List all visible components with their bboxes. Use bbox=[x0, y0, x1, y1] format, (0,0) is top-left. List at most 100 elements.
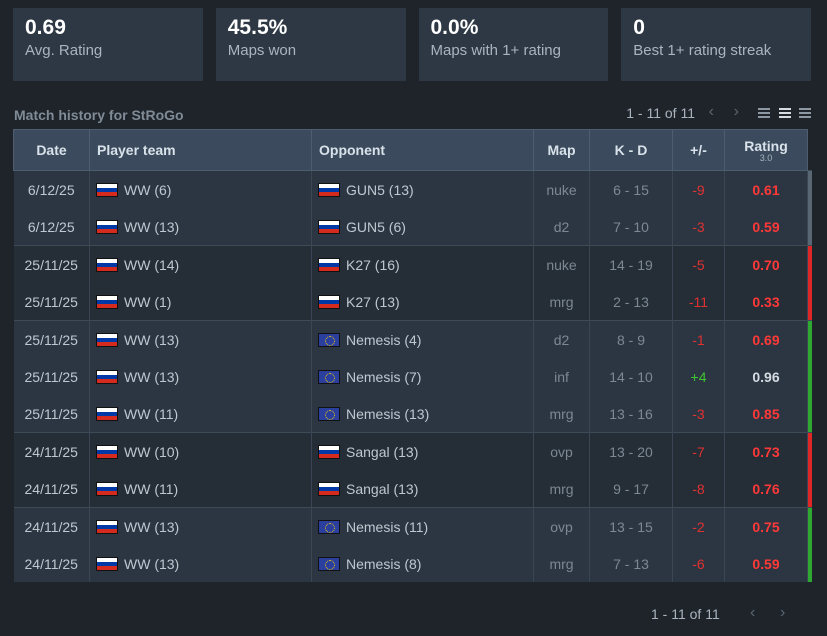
cell-player-team[interactable]: WW (11) bbox=[89, 395, 312, 433]
cell-plusminus: -1 bbox=[672, 320, 725, 358]
table-row[interactable]: 25/11/25 WW (13) Nemesis (4) d2 8 - 9 -1 0.69 bbox=[13, 320, 812, 358]
player-team-label: WW (14) bbox=[124, 256, 180, 273]
cell-date: 24/11/25 bbox=[13, 432, 90, 470]
cell-opponent[interactable]: Nemesis (7) bbox=[311, 358, 534, 395]
opponent-label: GUN5 (6) bbox=[346, 218, 406, 235]
stat-label: Avg. Rating bbox=[25, 42, 103, 60]
cell-player-team[interactable]: WW (14) bbox=[89, 245, 312, 283]
cell-map: nuke bbox=[533, 245, 590, 283]
result-indicator bbox=[807, 170, 812, 208]
cell-kd: 13 - 16 bbox=[589, 395, 673, 433]
stat-maps-won: 45.5% Maps won bbox=[215, 8, 406, 81]
player-team-label: WW (13) bbox=[124, 368, 180, 385]
header-date[interactable]: Date bbox=[13, 129, 90, 171]
result-indicator bbox=[807, 395, 812, 433]
header-player-team[interactable]: Player team bbox=[89, 129, 312, 171]
cell-date: 6/12/25 bbox=[13, 208, 90, 246]
table-row[interactable]: 6/12/25 WW (13) GUN5 (6) d2 7 - 10 -3 0.59 bbox=[13, 208, 812, 246]
cell-map: d2 bbox=[533, 320, 590, 358]
expanded-view-icon[interactable] bbox=[799, 108, 811, 120]
header-opponent[interactable]: Opponent bbox=[311, 129, 534, 171]
table-row[interactable]: 6/12/25 WW (6) GUN5 (13) nuke 6 - 15 -9 0.61 bbox=[13, 170, 812, 208]
cell-opponent[interactable]: Sangal (13) bbox=[311, 432, 534, 470]
cell-kd: 8 - 9 bbox=[589, 320, 673, 358]
match-history-title: Match history for StRoGo bbox=[14, 107, 184, 123]
table-row[interactable]: 24/11/25 WW (13) Nemesis (11) ovp 13 - 15 -2 0… bbox=[13, 507, 812, 545]
stat-value: 0 bbox=[633, 16, 645, 39]
player-team-label: WW (6) bbox=[124, 181, 172, 198]
table-row[interactable]: 25/11/25 WW (1) K27 (13) mrg 2 - 13 -11 0.33 bbox=[13, 283, 812, 321]
cell-player-team[interactable]: WW (1) bbox=[89, 283, 312, 321]
stat-avg-rating: 0.69 Avg. Rating bbox=[13, 8, 203, 81]
result-indicator bbox=[807, 245, 812, 283]
cell-plusminus: -3 bbox=[672, 395, 725, 433]
chevron-left-icon[interactable]: ‹ bbox=[750, 604, 756, 621]
cell-opponent[interactable]: K27 (16) bbox=[311, 245, 534, 283]
cell-player-team[interactable]: WW (13) bbox=[89, 208, 312, 246]
header-rating-label: Rating bbox=[744, 137, 788, 154]
cell-opponent[interactable]: Nemesis (8) bbox=[311, 545, 534, 582]
cell-player-team[interactable]: WW (13) bbox=[89, 358, 312, 395]
player-team-label: WW (13) bbox=[124, 555, 180, 572]
cell-opponent[interactable]: Sangal (13) bbox=[311, 470, 534, 508]
europe-flag-icon bbox=[318, 369, 340, 384]
chevron-right-icon[interactable]: › bbox=[780, 604, 786, 621]
table-row[interactable]: 25/11/25 WW (11) Nemesis (13) mrg 13 - 16 -3 0… bbox=[13, 395, 812, 433]
table-row[interactable]: 24/11/25 WW (10) Sangal (13) ovp 13 - 20 -7 0.… bbox=[13, 432, 812, 470]
cell-kd: 9 - 17 bbox=[589, 470, 673, 508]
opponent-label: Nemesis (4) bbox=[346, 331, 422, 348]
chevron-left-icon[interactable]: ‹ bbox=[708, 103, 714, 120]
table-row[interactable]: 25/11/25 WW (13) Nemesis (7) inf 14 - 10 +4 0.… bbox=[13, 358, 812, 395]
russia-flag-icon bbox=[96, 257, 118, 272]
header-map[interactable]: Map bbox=[533, 129, 590, 171]
header-plusminus[interactable]: +/- bbox=[672, 129, 725, 171]
europe-flag-icon bbox=[318, 332, 340, 347]
russia-flag-icon bbox=[96, 219, 118, 234]
cell-rating: 0.59 bbox=[724, 208, 808, 246]
opponent-label: Nemesis (8) bbox=[346, 555, 422, 572]
chevron-right-icon[interactable]: › bbox=[733, 103, 739, 120]
cell-opponent[interactable]: GUN5 (6) bbox=[311, 208, 534, 246]
cell-player-team[interactable]: WW (6) bbox=[89, 170, 312, 208]
cell-player-team[interactable]: WW (11) bbox=[89, 470, 312, 508]
table-row[interactable]: 24/11/25 WW (13) Nemesis (8) mrg 7 - 13 -6 0.5… bbox=[13, 545, 812, 582]
cell-map: mrg bbox=[533, 470, 590, 508]
cell-plusminus: -3 bbox=[672, 208, 725, 246]
cell-player-team[interactable]: WW (13) bbox=[89, 507, 312, 545]
player-team-label: WW (13) bbox=[124, 331, 180, 348]
list-view-icon[interactable] bbox=[779, 108, 791, 120]
russia-flag-icon bbox=[96, 444, 118, 459]
header-rating[interactable]: Rating 3.0 bbox=[724, 129, 808, 171]
cell-plusminus: +4 bbox=[672, 358, 725, 395]
cell-plusminus: -2 bbox=[672, 507, 725, 545]
table-row[interactable]: 25/11/25 WW (14) K27 (16) nuke 14 - 19 -5 0.70 bbox=[13, 245, 812, 283]
cell-player-team[interactable]: WW (13) bbox=[89, 545, 312, 582]
cell-opponent[interactable]: K27 (13) bbox=[311, 283, 534, 321]
header-kd[interactable]: K - D bbox=[589, 129, 673, 171]
russia-flag-icon bbox=[96, 406, 118, 421]
cell-kd: 13 - 15 bbox=[589, 507, 673, 545]
russia-flag-icon bbox=[96, 182, 118, 197]
cell-opponent[interactable]: Nemesis (4) bbox=[311, 320, 534, 358]
cell-date: 25/11/25 bbox=[13, 358, 90, 395]
opponent-label: Nemesis (13) bbox=[346, 405, 430, 422]
header-edge bbox=[807, 129, 812, 171]
cell-opponent[interactable]: GUN5 (13) bbox=[311, 170, 534, 208]
cell-date: 25/11/25 bbox=[13, 395, 90, 433]
cell-kd: 7 - 10 bbox=[589, 208, 673, 246]
cell-kd: 6 - 15 bbox=[589, 170, 673, 208]
cell-date: 25/11/25 bbox=[13, 283, 90, 321]
cell-player-team[interactable]: WW (10) bbox=[89, 432, 312, 470]
cell-rating: 0.69 bbox=[724, 320, 808, 358]
player-team-label: WW (13) bbox=[124, 518, 180, 535]
cell-date: 25/11/25 bbox=[13, 245, 90, 283]
compact-view-icon[interactable] bbox=[758, 108, 770, 120]
cell-player-team[interactable]: WW (13) bbox=[89, 320, 312, 358]
cell-rating: 0.85 bbox=[724, 395, 808, 433]
table-row[interactable]: 24/11/25 WW (11) Sangal (13) mrg 9 - 17 -8 0.7… bbox=[13, 470, 812, 508]
cell-opponent[interactable]: Nemesis (13) bbox=[311, 395, 534, 433]
cell-opponent[interactable]: Nemesis (11) bbox=[311, 507, 534, 545]
stat-value: 45.5% bbox=[227, 16, 288, 39]
opponent-label: GUN5 (13) bbox=[346, 181, 414, 198]
cell-plusminus: -11 bbox=[672, 283, 725, 321]
